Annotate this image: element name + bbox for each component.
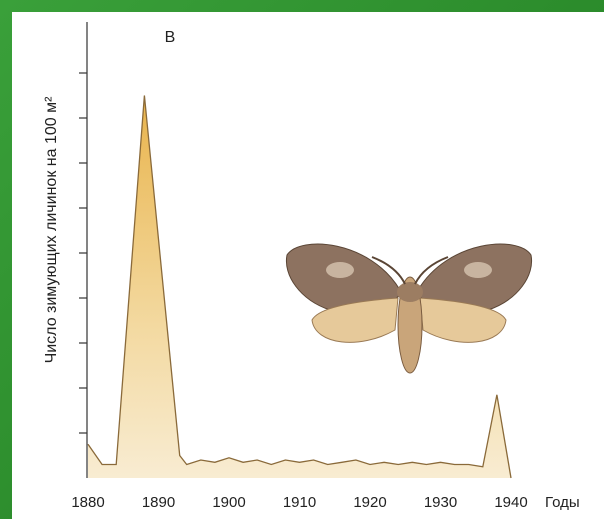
x-tick-label: 1890 xyxy=(142,494,175,511)
x-axis-label: Годы xyxy=(545,494,580,511)
x-tick-label: 1880 xyxy=(71,494,104,511)
x-tick-label: 1900 xyxy=(212,494,245,511)
moth-illustration xyxy=(286,244,531,373)
y-axis-label: Число зимующих личинок на 100 м² xyxy=(43,96,60,364)
panel-label: В xyxy=(165,29,176,46)
page: В Число зимующих личинок на 100 м² Годы … xyxy=(0,0,604,519)
x-tick-label: 1910 xyxy=(283,494,316,511)
chart: В Число зимующих личинок на 100 м² Годы … xyxy=(0,0,604,519)
x-tick-label: 1940 xyxy=(494,494,527,511)
x-tick-label: 1920 xyxy=(353,494,386,511)
x-tick-label: 1930 xyxy=(424,494,457,511)
